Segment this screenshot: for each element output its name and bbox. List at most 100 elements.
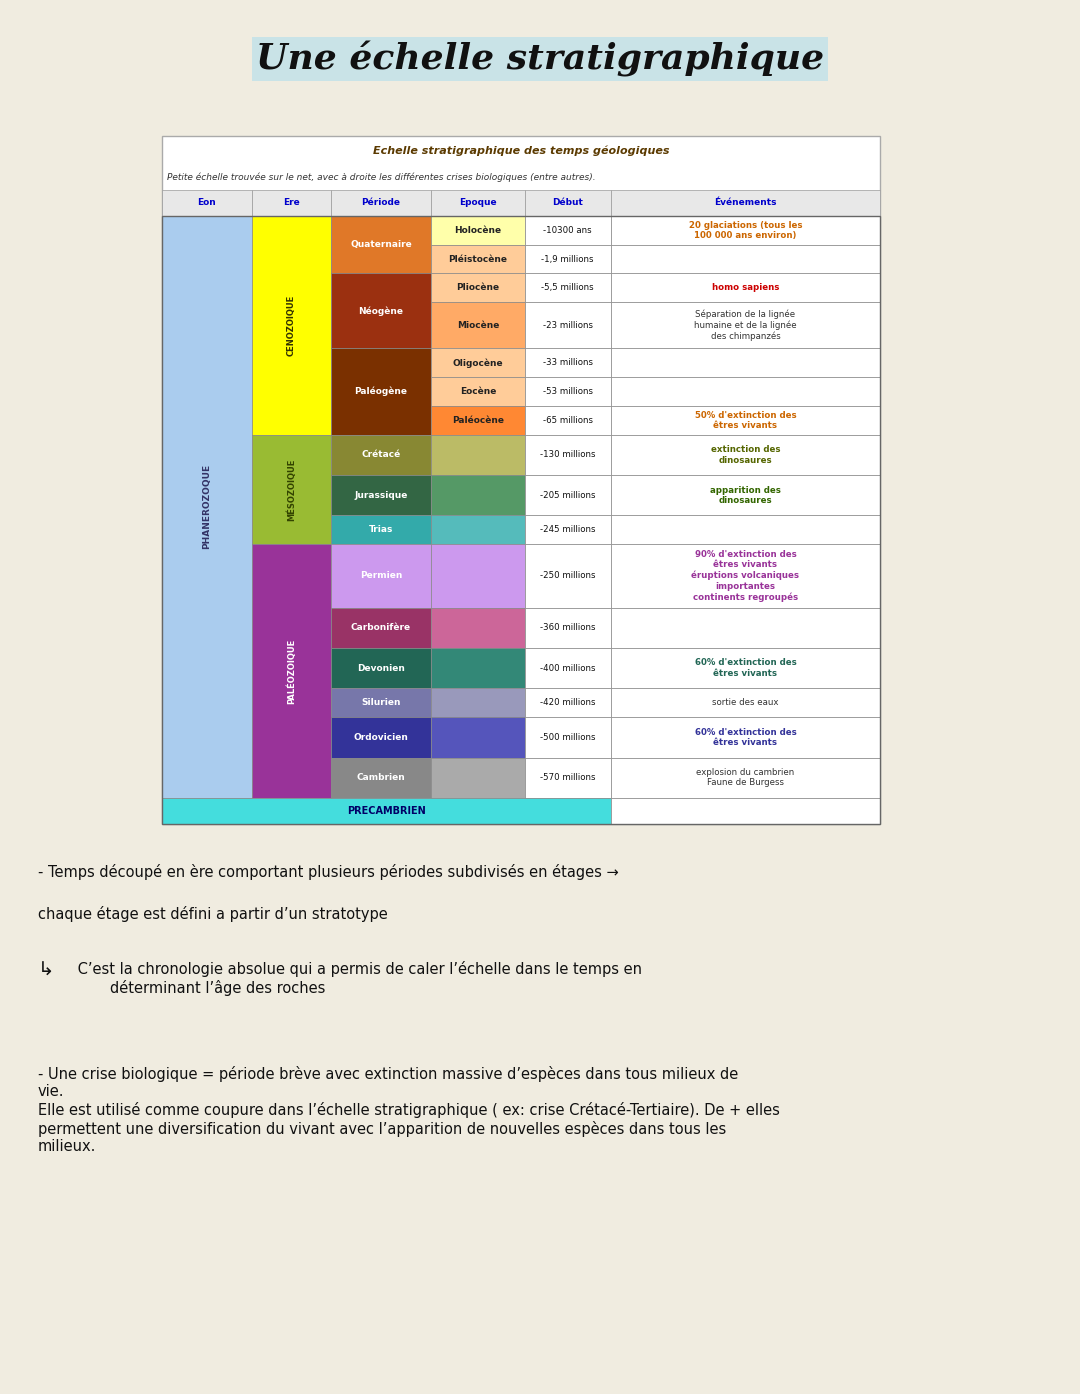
Bar [525, 244, 611, 273]
Text: 90% d'extinction des
êtres vivants
éruptions volcaniques
importantes
continents : 90% d'extinction des êtres vivants érupt… [691, 551, 799, 602]
Text: Jurassique: Jurassique [354, 491, 407, 500]
Text: Une échelle stratigraphique: Une échelle stratigraphique [256, 40, 824, 77]
Text: 60% d'extinction des
êtres vivants: 60% d'extinction des êtres vivants [694, 658, 796, 677]
Text: -250 millions: -250 millions [540, 572, 595, 580]
Bar [431, 717, 525, 757]
Bar [330, 608, 431, 648]
Text: -10300 ans: -10300 ans [543, 226, 592, 234]
Bar [525, 544, 611, 608]
Bar [431, 244, 525, 273]
Bar [162, 216, 252, 797]
Text: Petite échelle trouvée sur le net, avec à droite les différentes crises biologiq: Petite échelle trouvée sur le net, avec … [167, 173, 596, 183]
Bar [611, 717, 880, 757]
Text: Événements: Événements [714, 198, 777, 208]
Bar [611, 216, 880, 244]
Text: -245 millions: -245 millions [540, 526, 595, 534]
Text: Carbonifère: Carbonifère [351, 623, 411, 633]
Bar [611, 273, 880, 302]
Bar [330, 348, 431, 435]
Bar [431, 273, 525, 302]
Text: ↳: ↳ [38, 960, 54, 980]
Bar [252, 216, 330, 435]
Bar [611, 348, 880, 378]
Text: explosion du cambrien
Faune de Burgess: explosion du cambrien Faune de Burgess [697, 768, 795, 788]
Bar [330, 190, 431, 216]
Bar [525, 302, 611, 348]
Text: Cambrien: Cambrien [356, 774, 405, 782]
Bar [525, 516, 611, 544]
Bar [525, 216, 611, 244]
Text: Devonien: Devonien [357, 664, 405, 673]
Bar [252, 544, 330, 797]
Bar [431, 435, 525, 475]
Bar [431, 190, 525, 216]
Bar [162, 137, 880, 824]
Text: -570 millions: -570 millions [540, 774, 595, 782]
Bar [611, 648, 880, 689]
Text: Paléocène: Paléocène [451, 415, 504, 425]
Bar [611, 302, 880, 348]
Text: Permien: Permien [360, 572, 402, 580]
Bar [525, 689, 611, 717]
Bar [525, 757, 611, 797]
Text: C’est la chronologie absolue qui a permis de caler l’échelle dans le temps en
  : C’est la chronologie absolue qui a permi… [73, 960, 642, 995]
Text: Trias: Trias [368, 526, 393, 534]
Bar [330, 435, 431, 475]
Bar [252, 435, 330, 544]
Text: CENOZOIQUE: CENOZOIQUE [287, 294, 296, 355]
Bar [525, 435, 611, 475]
Bar [162, 216, 880, 824]
Text: Néogène: Néogène [359, 307, 404, 315]
Bar [525, 348, 611, 378]
Text: Début: Début [552, 198, 583, 208]
Bar [330, 717, 431, 757]
Text: 50% d'extinction des
êtres vivants: 50% d'extinction des êtres vivants [694, 411, 796, 431]
Bar [431, 648, 525, 689]
Text: PHANEROZOQUE: PHANEROZOQUE [202, 464, 212, 549]
Bar [611, 190, 880, 216]
Text: MÉSOZOIQUE: MÉSOZOIQUE [286, 459, 296, 521]
Text: -420 millions: -420 millions [540, 698, 595, 707]
Bar [330, 648, 431, 689]
Bar [611, 544, 880, 608]
Bar [330, 516, 431, 544]
Bar [525, 717, 611, 757]
Bar [162, 797, 611, 824]
Bar [162, 190, 252, 216]
Bar [431, 608, 525, 648]
Bar [611, 689, 880, 717]
Text: PRECAMBRIEN: PRECAMBRIEN [347, 806, 426, 815]
Text: Epoque: Epoque [459, 198, 497, 208]
Bar [611, 516, 880, 544]
Bar [611, 475, 880, 516]
Text: homo sapiens: homo sapiens [712, 283, 779, 293]
Bar [431, 516, 525, 544]
Bar [431, 406, 525, 435]
Bar [525, 648, 611, 689]
Text: Paléogène: Paléogène [354, 386, 407, 396]
Bar [525, 475, 611, 516]
Bar [252, 190, 330, 216]
Text: Holocène: Holocène [455, 226, 501, 234]
Bar [330, 475, 431, 516]
Bar [330, 216, 431, 273]
Text: Eocène: Eocène [460, 388, 496, 396]
Bar [431, 689, 525, 717]
Bar [611, 244, 880, 273]
Bar [525, 378, 611, 406]
Bar [431, 475, 525, 516]
Text: Ordovicien: Ordovicien [353, 733, 408, 742]
Bar [611, 406, 880, 435]
Text: -65 millions: -65 millions [542, 415, 593, 425]
Bar [431, 216, 525, 244]
Text: -500 millions: -500 millions [540, 733, 595, 742]
Text: Miocène: Miocène [457, 321, 499, 330]
Text: Séparation de la lignée
humaine et de la lignée
des chimpanzés: Séparation de la lignée humaine et de la… [694, 309, 797, 342]
Text: 60% d'extinction des
êtres vivants: 60% d'extinction des êtres vivants [694, 728, 796, 747]
Text: Crétacé: Crétacé [362, 450, 401, 460]
Bar [611, 757, 880, 797]
Bar [431, 757, 525, 797]
Text: - Une crise biologique = période brève avec extinction massive d’espèces dans to: - Une crise biologique = période brève a… [38, 1066, 780, 1154]
Text: extinction des
dinosaures: extinction des dinosaures [711, 445, 780, 464]
Text: -205 millions: -205 millions [540, 491, 595, 500]
